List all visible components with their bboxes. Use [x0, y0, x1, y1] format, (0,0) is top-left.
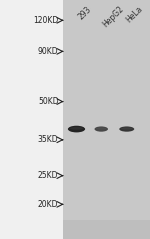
- Text: 50KD: 50KD: [38, 97, 58, 106]
- Bar: [63, 220, 150, 239]
- Text: 120KD: 120KD: [33, 16, 58, 25]
- Text: HepG2: HepG2: [100, 5, 125, 29]
- Ellipse shape: [121, 127, 132, 130]
- Text: 35KD: 35KD: [38, 135, 58, 144]
- Text: 293: 293: [76, 5, 93, 22]
- Text: 25KD: 25KD: [38, 171, 58, 180]
- Ellipse shape: [70, 127, 83, 130]
- Ellipse shape: [96, 127, 106, 130]
- Text: 90KD: 90KD: [38, 47, 58, 56]
- Text: 20KD: 20KD: [38, 200, 58, 209]
- Ellipse shape: [94, 126, 108, 132]
- Ellipse shape: [119, 126, 134, 132]
- Bar: [63, 0, 150, 239]
- Text: HeLa: HeLa: [124, 5, 145, 25]
- Ellipse shape: [68, 126, 85, 132]
